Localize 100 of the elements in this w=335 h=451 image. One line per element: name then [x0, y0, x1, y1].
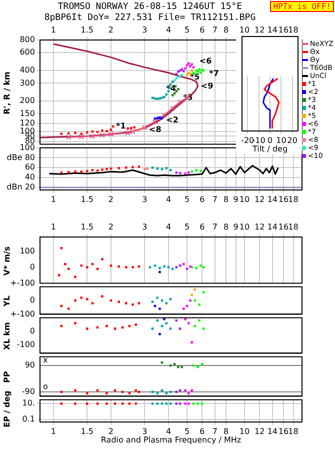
x-tick-label: 10 [239, 194, 250, 204]
x-tick-label: 12 [254, 194, 265, 204]
x-tick-label: 1 [50, 194, 56, 204]
x-tick-label: 1 [50, 222, 56, 232]
x-tick-label: 7 [212, 222, 218, 232]
x-tick-label: 7 [212, 194, 218, 204]
y-tick-label: -100 [16, 340, 35, 350]
y-tick-label: 300 [20, 78, 35, 88]
x-tick-label: 4 [166, 222, 172, 232]
annotation: <9 [200, 81, 214, 90]
chart-title: TROMSO NORWAY 26-08-15 1246UT 15°E [58, 2, 242, 12]
x-tick-label: 0 [267, 136, 273, 145]
x-tick-label: 2 [108, 222, 114, 232]
y-tick-label: 0.1 [22, 414, 35, 424]
ref-line-label: o [43, 382, 48, 391]
x-tick-label: 8 [223, 426, 229, 436]
x-tick-label: 5 [184, 222, 190, 232]
chart-subtitle: 8pBP6It DoY= 227.531 File= TR112151.BPG [43, 13, 257, 23]
x-tick-label: 16 [278, 194, 289, 204]
x-tick-label: 2 [108, 426, 114, 436]
y-tick-label: 60 [24, 162, 35, 172]
y-tick-label: 100 [20, 246, 35, 256]
x-tick-label: 7 [212, 426, 218, 436]
x-tick-label: 18 [288, 25, 298, 34]
y-tick-label: 800 [20, 35, 35, 44]
x-tick-label: 5 [184, 25, 190, 34]
x-tick-label: 10 [276, 136, 286, 145]
x-tick-label: 12 [254, 222, 265, 232]
y-axis-title: EP / deg [2, 390, 12, 428]
x-tick-label: 3 [142, 25, 148, 34]
annotation: <8 [148, 124, 162, 134]
x-tick-label: 6 [200, 25, 205, 34]
x-tick-label: 5 [184, 426, 190, 436]
y-tick-label: dBe 80 [6, 152, 35, 162]
y-axis-title: XL km [2, 322, 12, 350]
x-tick-label: 12 [254, 25, 265, 34]
x-tick-label: 14 [267, 25, 278, 34]
y-axis-title: YL [2, 295, 12, 306]
x-tick-label: 18 [288, 426, 298, 436]
x-tick-label: 1.5 [80, 426, 94, 436]
x-tick-label: 8 [223, 194, 229, 204]
x-tick-label: -10 [252, 136, 266, 145]
y-tick-label: 0 [30, 326, 35, 336]
x-tick-label: 6 [200, 194, 205, 204]
annotation: *7 [209, 69, 219, 78]
y-tick-label: 200 [20, 96, 35, 106]
x-tick-label: 3 [142, 426, 148, 436]
y-tick-label: +-100 [10, 278, 35, 288]
x-tick-label: 2 [108, 25, 114, 34]
ref-line-label: x [43, 356, 48, 365]
y-axis-title: PP [2, 370, 12, 382]
x-tick-label: 2 [108, 194, 114, 204]
y-axis-title: R', R / km [2, 72, 12, 114]
y-tick-label: 40 [24, 172, 35, 182]
x-tick-label: 8 [223, 25, 229, 34]
y-tick-label: +-100 [10, 309, 35, 318]
x-tick-label: 10 [239, 222, 250, 232]
x-tick-label: 4 [166, 194, 172, 204]
y-tick-label: 150 [20, 108, 35, 118]
x-tick-label: -20 [241, 136, 254, 145]
y-tick-label: 0 [30, 262, 35, 272]
x-tick-label: 10 [239, 426, 250, 436]
x-tick-label: 9 [233, 222, 238, 232]
x-tick-label: 4 [166, 426, 172, 436]
y-tick-label: -90 [22, 386, 35, 396]
x-tick-label: 20 [287, 136, 298, 145]
x-tick-label: 8 [223, 222, 229, 232]
y-tick-label: dBn 20 [6, 182, 35, 192]
x-tick-label: 14 [267, 426, 278, 436]
x-tick-label: 14 [267, 194, 278, 204]
annotation: *4 [166, 84, 176, 94]
y-tick-label: 10. [22, 398, 35, 408]
x-tick-label: 1.5 [80, 222, 94, 232]
x-tick-label: 14 [267, 222, 278, 232]
y-tick-label: 100 [20, 142, 35, 152]
x-tick-label: 16 [278, 25, 289, 34]
y-tick-label: 600 [20, 48, 35, 57]
annotation: <2 [166, 116, 178, 125]
x-tick-label: 18 [288, 222, 298, 232]
x-tick-label: 4 [166, 25, 172, 34]
x-tick-label: 16 [278, 222, 289, 232]
y-axis-title: V* m/s [2, 246, 12, 276]
y-tick-label: 90 [24, 360, 35, 370]
x-axis-title: Radio and Plasma Frequency / MHz [100, 435, 242, 444]
x-tick-label: 6 [200, 222, 205, 232]
x-tick-label: 10 [239, 25, 250, 34]
y-tick-label: 0 [30, 296, 35, 305]
y-tick-label: 400 [20, 66, 35, 75]
annotation: *1 [116, 122, 126, 131]
y-tick-label: 120 [20, 118, 35, 128]
x-tick-label: 12 [254, 426, 265, 436]
x-tick-label: 9 [233, 194, 238, 204]
x-tick-label: 3 [142, 222, 148, 232]
x-tick-label: 5 [184, 194, 190, 204]
x-tick-label: 1 [50, 25, 56, 34]
x-tick-label: 1.5 [80, 25, 94, 34]
x-axis-title: Tilt / deg [251, 144, 288, 154]
x-tick-label: 6 [200, 426, 205, 436]
x-tick-label: 1 [50, 426, 56, 436]
annotation: <6 [199, 56, 212, 66]
